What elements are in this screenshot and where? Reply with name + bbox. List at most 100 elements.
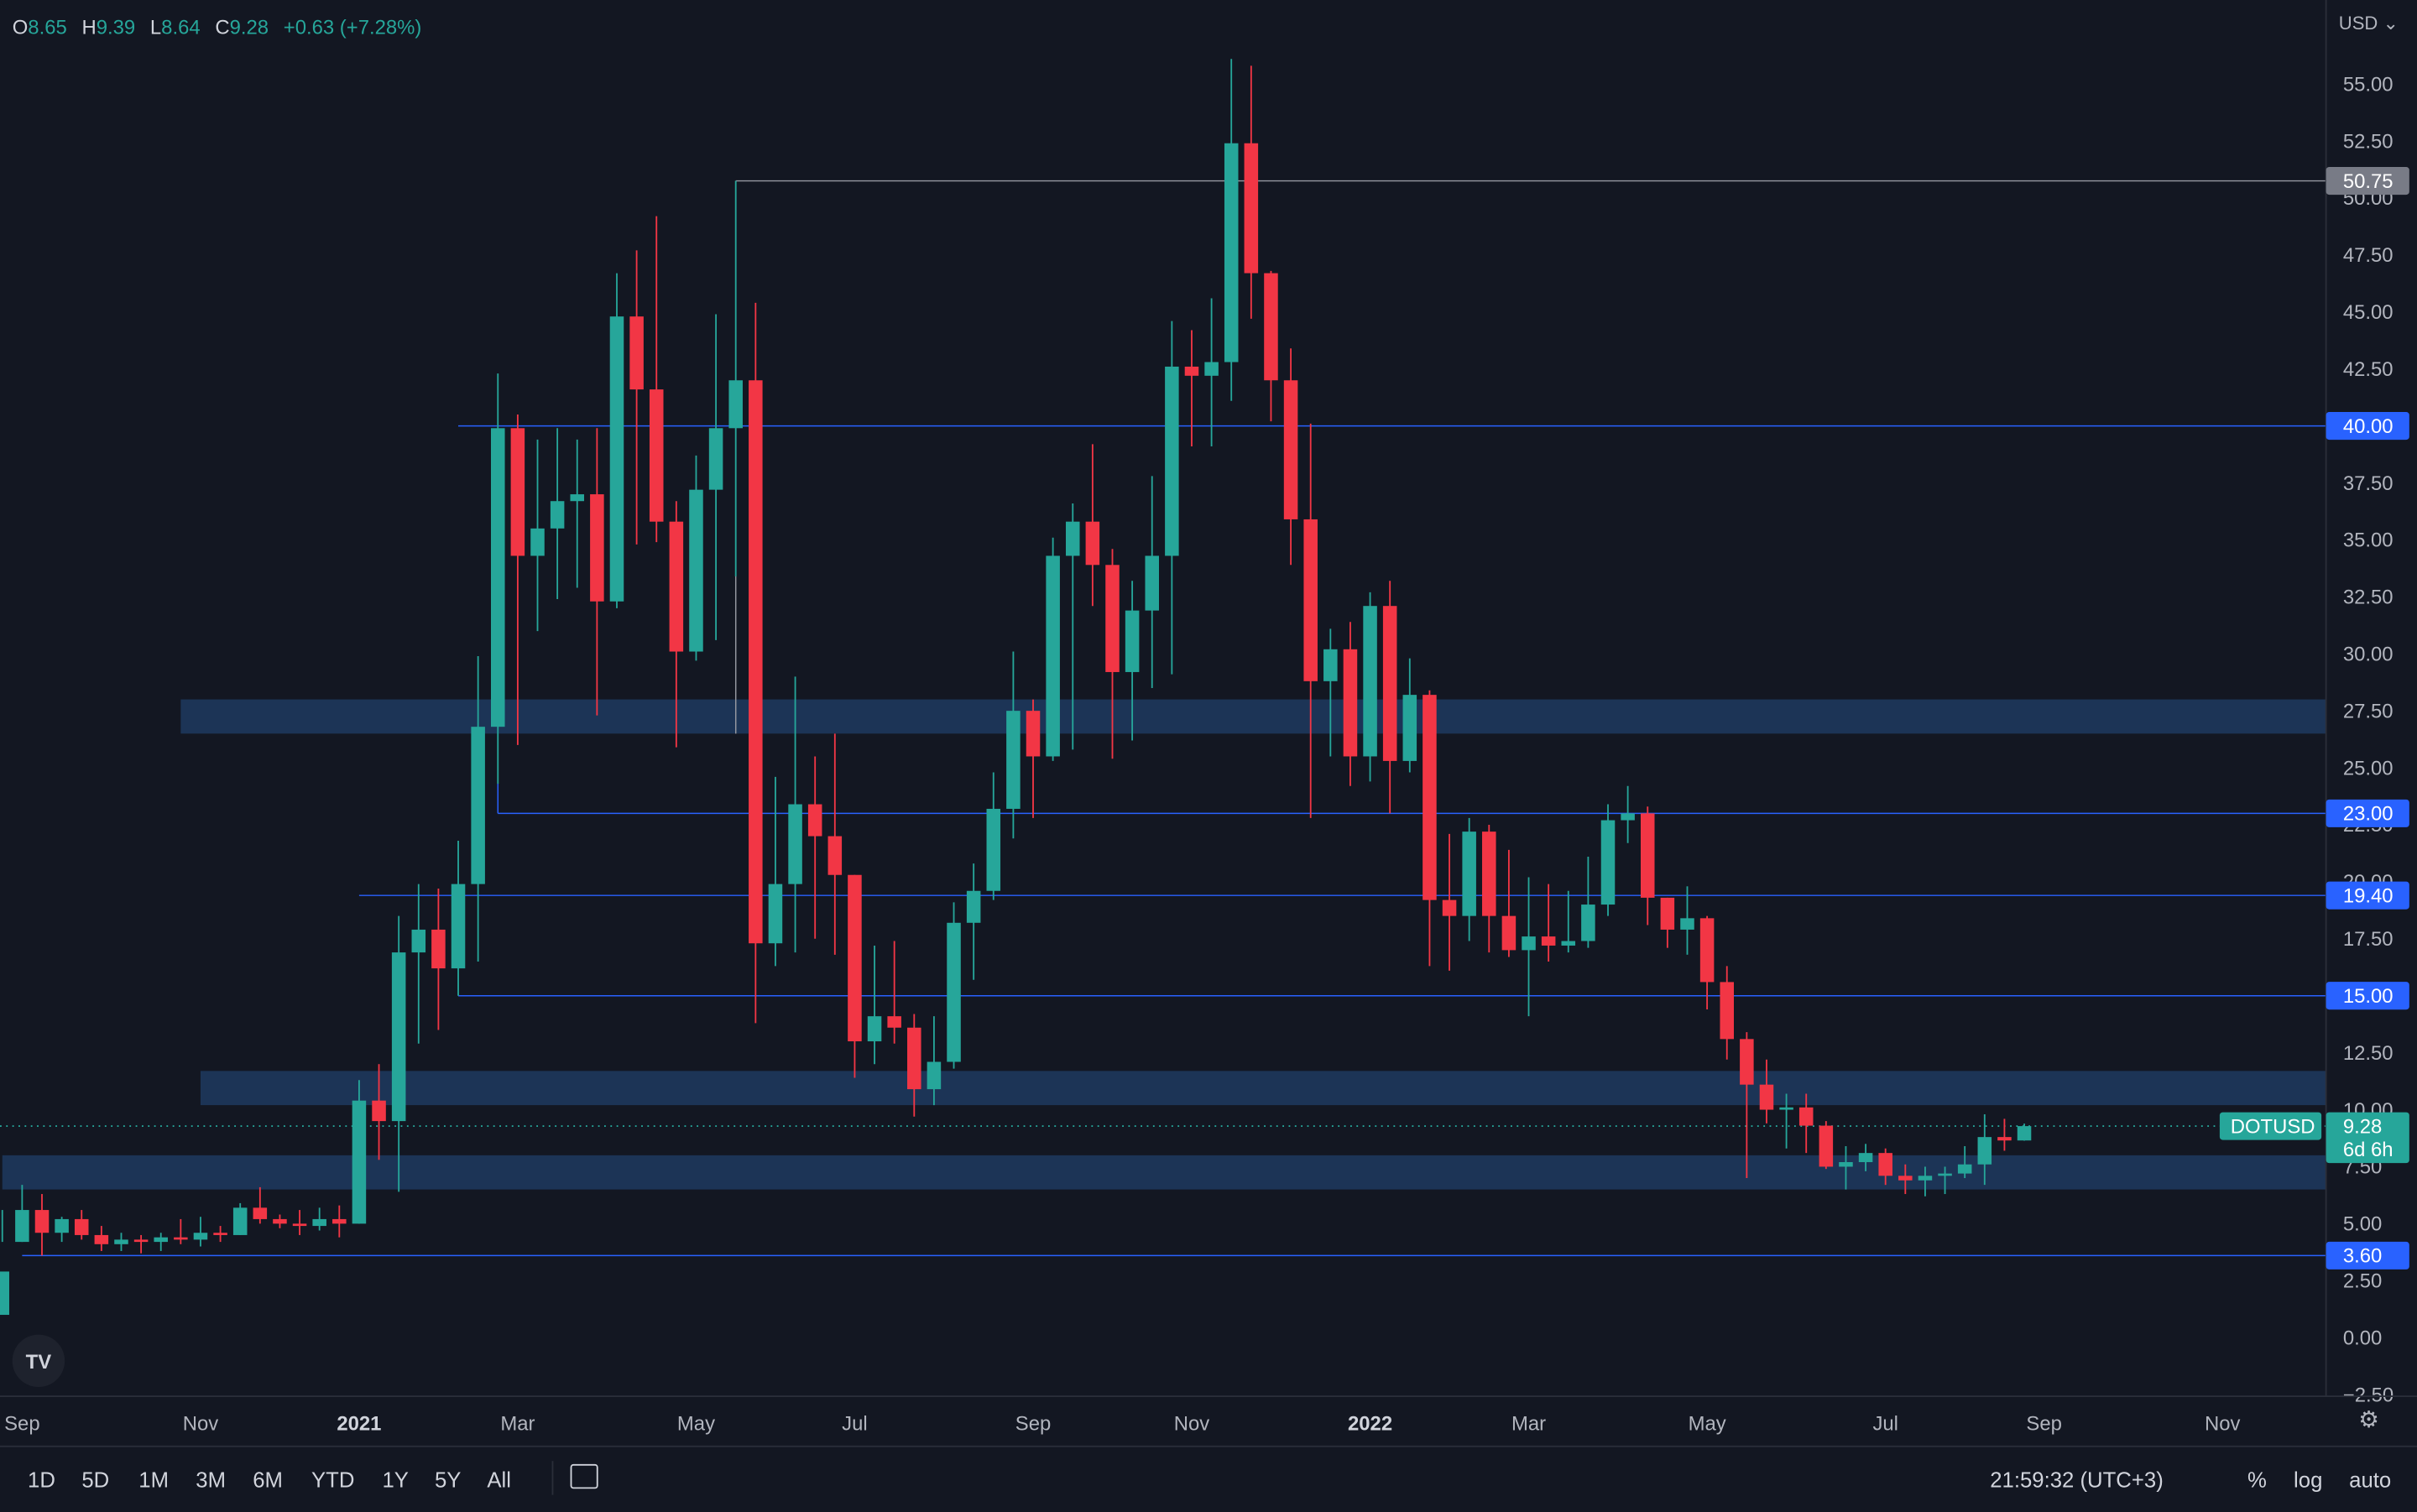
level-price-tag-label: 15.00 bbox=[2343, 985, 2394, 1008]
candle-body bbox=[273, 1218, 287, 1224]
candle-body bbox=[1283, 380, 1298, 519]
candle-body bbox=[1462, 832, 1476, 916]
price-axis-tick-label: 35.00 bbox=[2343, 529, 2394, 552]
time-axis-tick-label: Sep bbox=[4, 1412, 39, 1435]
candle-body bbox=[2017, 1126, 2032, 1141]
candle-body bbox=[1482, 832, 1496, 916]
candle-body bbox=[1125, 610, 1140, 672]
price-axis-tick-label: 17.50 bbox=[2343, 928, 2394, 951]
candle-body bbox=[1522, 936, 1536, 951]
candle-body bbox=[1660, 897, 1675, 930]
currency-selector[interactable]: USD ⌄ bbox=[2339, 13, 2399, 34]
high-value: 9.39 bbox=[96, 15, 136, 39]
candle-body bbox=[887, 1016, 901, 1028]
candle-body bbox=[411, 929, 426, 953]
timeframe-ytd-button[interactable]: YTD bbox=[311, 1467, 355, 1492]
tradingview-logo[interactable]: TV bbox=[12, 1334, 65, 1388]
timeframe-1m-button[interactable]: 1M bbox=[138, 1467, 170, 1492]
chevron-down-icon: ⌄ bbox=[2383, 12, 2399, 34]
calendar-range-icon[interactable] bbox=[570, 1463, 598, 1489]
level-price-tag-label: 19.40 bbox=[2343, 884, 2394, 907]
candle-body bbox=[1680, 918, 1694, 930]
candle-body bbox=[0, 1271, 10, 1316]
candle-body bbox=[848, 874, 862, 1042]
open-value: 8.65 bbox=[28, 15, 67, 39]
candle-body bbox=[332, 1218, 347, 1224]
candle-body bbox=[728, 380, 743, 429]
candle-body bbox=[1759, 1084, 1774, 1110]
price-axis-tick-label: −2.50 bbox=[2343, 1384, 2394, 1406]
candle-body bbox=[174, 1237, 188, 1240]
auto-toggle[interactable]: auto bbox=[2349, 1467, 2392, 1492]
level-price-tag bbox=[2326, 982, 2409, 1010]
candle-body bbox=[292, 1223, 307, 1227]
candle-body bbox=[609, 316, 624, 602]
candle-body bbox=[807, 804, 822, 837]
timeframe-1d-button[interactable]: 1D bbox=[28, 1467, 55, 1492]
candle-body bbox=[1621, 813, 1635, 821]
low-value: 8.64 bbox=[161, 15, 201, 39]
time-axis-tick-label: Sep bbox=[2026, 1412, 2061, 1435]
candle-body bbox=[1343, 649, 1358, 757]
candle-body bbox=[669, 521, 684, 652]
candle-body bbox=[1839, 1162, 1853, 1167]
time-axis-tick-label: May bbox=[1689, 1412, 1726, 1435]
time-axis-tick-label: Nov bbox=[183, 1412, 218, 1435]
candle-body bbox=[749, 380, 763, 944]
candle-body bbox=[867, 1016, 882, 1042]
candle-body bbox=[629, 316, 644, 390]
candle-body bbox=[649, 389, 664, 522]
level-price-tag-label: 3.60 bbox=[2343, 1245, 2382, 1268]
candle-body bbox=[1184, 366, 1199, 376]
candle-body bbox=[1165, 366, 1179, 556]
candle-body bbox=[1779, 1107, 1793, 1110]
clock-readout[interactable]: 21:59:32 (UTC+3) bbox=[1990, 1467, 2164, 1492]
level-price-tag bbox=[2326, 167, 2409, 196]
candle-body bbox=[1026, 711, 1041, 757]
candle-body bbox=[1363, 606, 1377, 757]
log-toggle[interactable]: log bbox=[2294, 1467, 2323, 1492]
candle-body bbox=[213, 1233, 227, 1235]
currency-label: USD bbox=[2338, 12, 2378, 34]
candle-body bbox=[1640, 813, 1655, 898]
candle-body bbox=[1065, 521, 1080, 556]
candle-body bbox=[1600, 820, 1616, 905]
price-axis-tick-label: 37.50 bbox=[2343, 472, 2394, 495]
candle-body bbox=[1957, 1164, 1972, 1174]
price-axis-tick-label: 45.00 bbox=[2343, 301, 2394, 324]
price-axis-tick-label: 32.50 bbox=[2343, 587, 2394, 609]
low-label: L bbox=[149, 15, 162, 39]
close-label: C bbox=[215, 15, 230, 39]
candle-body bbox=[1303, 519, 1318, 681]
candle-body bbox=[1046, 555, 1060, 757]
candle-body bbox=[1402, 695, 1417, 761]
last-price-tag bbox=[2326, 1112, 2409, 1164]
timeframe-1y-button[interactable]: 1Y bbox=[382, 1467, 409, 1492]
time-axis-tick-label: Jul bbox=[1872, 1412, 1898, 1435]
timeframe-5d-button[interactable]: 5D bbox=[81, 1467, 110, 1492]
candle-body bbox=[708, 428, 723, 490]
candle-body bbox=[689, 489, 703, 652]
candle-body bbox=[1581, 905, 1595, 941]
time-axis-tick-label: Jul bbox=[842, 1412, 867, 1435]
timeframe-6m-button[interactable]: 6M bbox=[253, 1467, 283, 1492]
percent-toggle[interactable]: % bbox=[2247, 1467, 2267, 1492]
time-axis-tick-label: Mar bbox=[1511, 1412, 1546, 1435]
gear-icon[interactable]: ⚙ bbox=[2358, 1406, 2379, 1434]
candle-body bbox=[1819, 1125, 1834, 1167]
timeframe-3m-button[interactable]: 3M bbox=[196, 1467, 226, 1492]
candle-body bbox=[193, 1233, 208, 1240]
timeframe-all-button[interactable]: All bbox=[487, 1467, 511, 1492]
price-axis-tick-label: 0.00 bbox=[2343, 1327, 2382, 1349]
candle-body bbox=[1264, 273, 1278, 381]
candle-body bbox=[1323, 649, 1338, 681]
candle-body bbox=[133, 1239, 149, 1243]
candle-body bbox=[966, 890, 981, 923]
candle-body bbox=[1798, 1107, 1814, 1126]
candle-body bbox=[1204, 362, 1219, 376]
candle-body bbox=[986, 808, 1001, 891]
high-label: H bbox=[81, 15, 97, 39]
timeframe-5y-button[interactable]: 5Y bbox=[434, 1467, 462, 1492]
ohlc-readout: O8.65 H9.39 L8.64 C9.28 +0.63 (+7.28%) bbox=[13, 15, 431, 39]
price-chart[interactable]: 55.0052.5050.0047.5045.0042.5040.0037.50… bbox=[0, 0, 2417, 1446]
